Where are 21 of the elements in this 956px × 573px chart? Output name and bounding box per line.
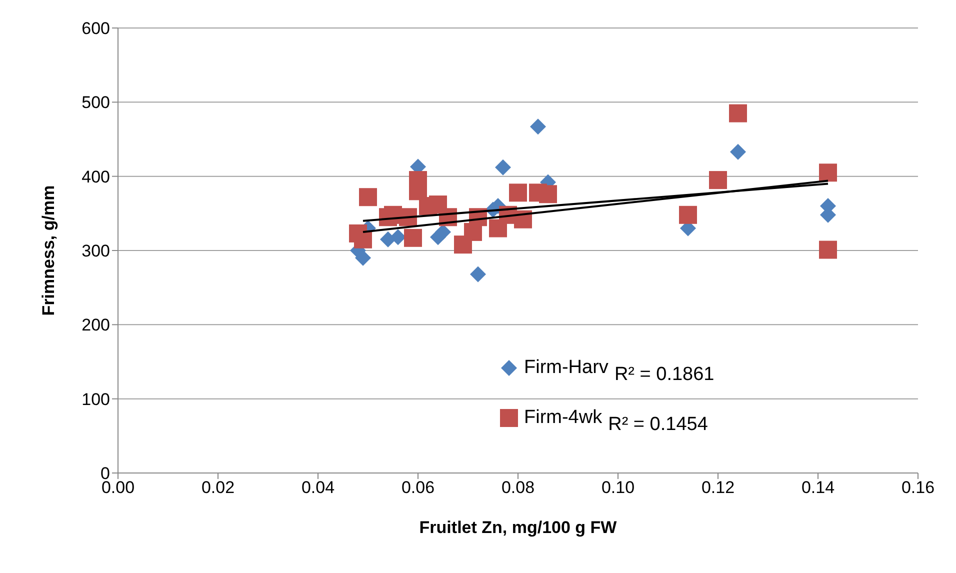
legend-label: Firm-4wk	[524, 407, 602, 429]
annotation: R² = 0.1454	[608, 414, 708, 436]
y-tick-label: 100	[82, 390, 110, 409]
annotation: R² = 0.1861	[614, 364, 714, 386]
x-tick-label: 0.14	[801, 478, 835, 498]
x-tick-label: 0.06	[401, 478, 435, 498]
x-tick-label: 0.00	[101, 478, 135, 498]
x-tick-label: 0.16	[901, 478, 935, 498]
y-tick-label: 500	[82, 93, 110, 112]
y-tick-label: 400	[82, 167, 110, 186]
y-tick-label: 200	[82, 316, 110, 335]
x-axis-title: Fruitlet Zn, mg/100 g FW	[419, 518, 618, 537]
x-tick-label: 0.02	[201, 478, 235, 498]
x-tick-label: 0.12	[701, 478, 735, 498]
y-axis-title: Frimness, g/mm	[39, 185, 58, 316]
y-tick-label: 600	[82, 19, 110, 38]
legend-label: Firm-Harv	[524, 357, 608, 379]
x-tick-label: 0.04	[301, 478, 335, 498]
x-tick-label: 0.08	[501, 478, 535, 498]
x-tick-label: 0.10	[601, 478, 635, 498]
y-tick-label: 300	[82, 242, 110, 261]
